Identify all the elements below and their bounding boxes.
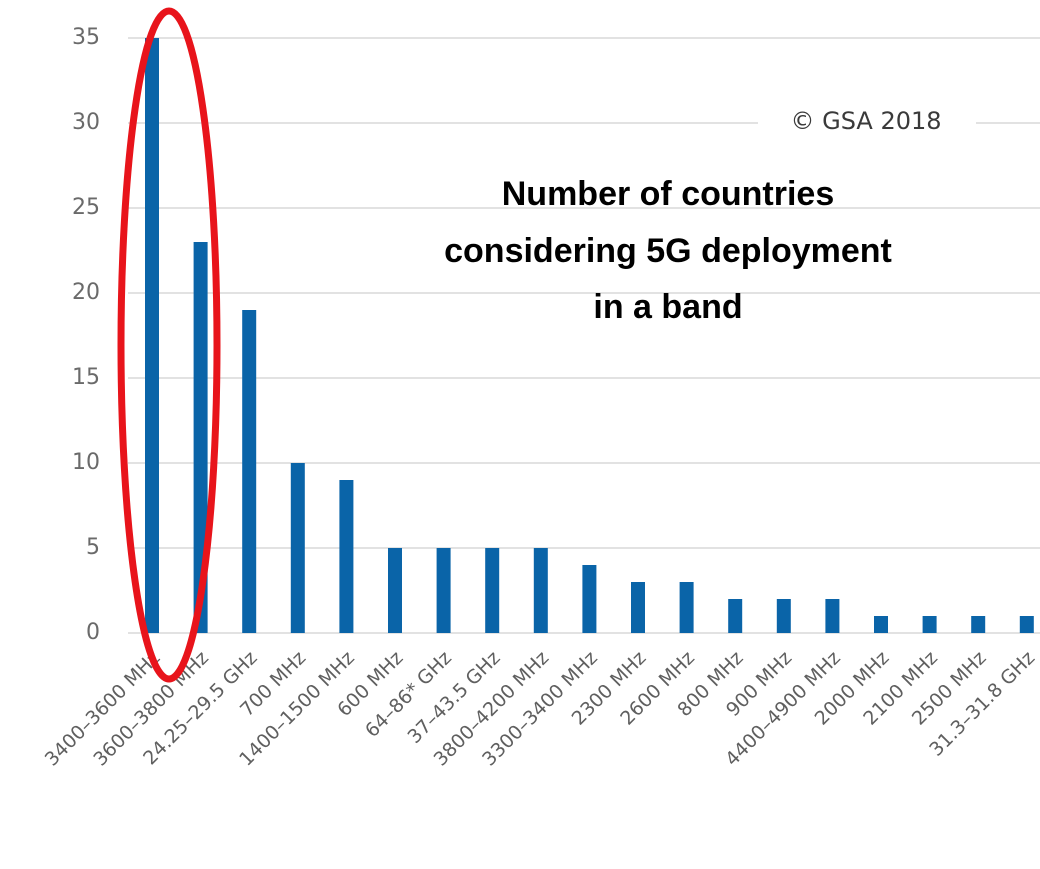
chart-title-line-1: Number of countries [502,175,834,213]
bar [728,599,743,633]
copyright-annotation: © GSA 2018 [790,107,941,135]
y-tick-label: 10 [72,450,100,475]
y-tick-label: 30 [72,110,100,135]
bar [193,242,208,633]
bar [339,480,354,633]
bar [145,38,159,633]
bar [242,310,257,633]
y-tick-label: 15 [72,365,100,390]
chart-title-line-3: in a band [593,288,742,326]
bar [1019,616,1034,633]
bar [485,548,500,633]
y-tick-label: 25 [72,195,100,220]
y-tick-label: 0 [86,620,100,645]
bar [582,565,597,633]
y-tick-label: 20 [72,280,100,305]
chart-title-line-2: considering 5G deployment [444,232,892,270]
bar [776,599,791,633]
bar [631,582,645,633]
highlight-ellipse [117,7,221,683]
gridlines [128,37,1040,634]
y-tick-label: 5 [86,535,100,560]
bar [971,616,986,633]
bar [679,582,694,633]
bar [388,548,402,633]
y-axis-ticks: 0 5 10 15 20 25 30 35 [72,25,100,645]
bars [145,38,1034,633]
bar [290,463,305,633]
bar [436,548,451,633]
y-tick-label: 35 [72,25,100,50]
bar [874,616,888,633]
bar [533,548,548,633]
copyright-backdrop [758,100,976,146]
bar [922,616,937,633]
bar [825,599,840,633]
